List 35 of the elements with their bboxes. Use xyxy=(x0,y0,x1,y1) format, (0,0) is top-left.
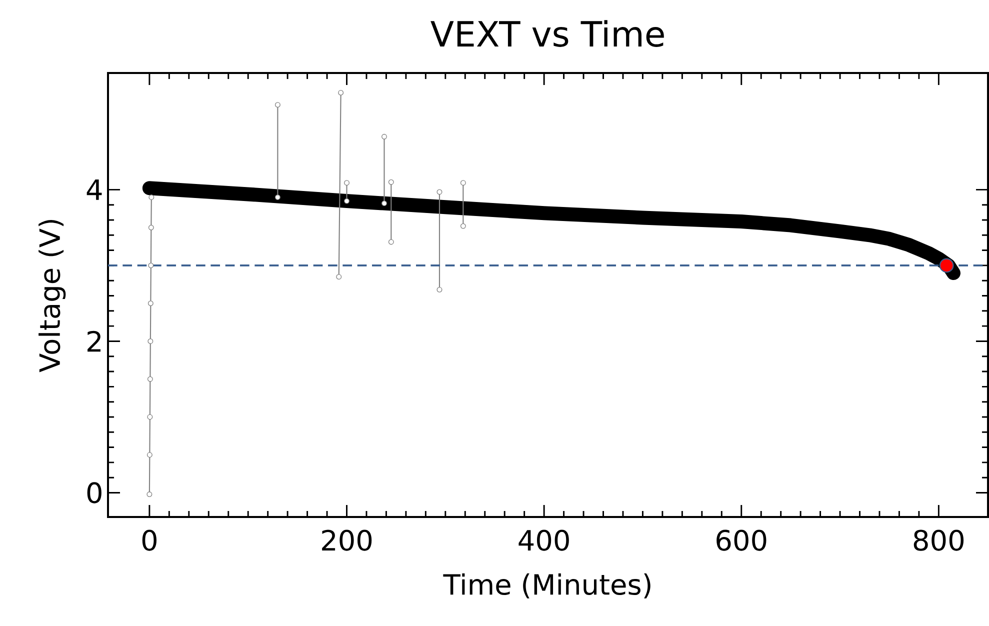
point xyxy=(148,300,154,306)
point xyxy=(344,198,350,204)
point xyxy=(274,194,280,200)
x-tick-label: 400 xyxy=(518,530,569,551)
point xyxy=(436,286,442,292)
x-tick-label: 0 xyxy=(142,530,156,551)
x-tick-label: 800 xyxy=(914,530,964,551)
point xyxy=(146,452,152,458)
point xyxy=(338,90,344,96)
x-tick-label: 600 xyxy=(716,530,766,551)
point xyxy=(146,492,152,498)
point xyxy=(148,262,154,268)
point xyxy=(460,180,466,186)
y-tick-label: 2 xyxy=(88,330,100,352)
point xyxy=(382,200,387,206)
x-axis-title: Time (Minutes) xyxy=(443,573,650,598)
point xyxy=(382,134,387,140)
y-tick-label: 4 xyxy=(86,179,102,200)
point xyxy=(148,224,154,230)
point xyxy=(388,239,394,245)
point xyxy=(147,376,153,382)
point xyxy=(274,102,280,108)
point xyxy=(460,223,466,229)
y-axis-title: Voltage (V) xyxy=(38,220,66,372)
point xyxy=(388,179,394,185)
point xyxy=(148,338,154,344)
chart-title: VEXT vs Time xyxy=(430,20,664,47)
point xyxy=(436,189,442,195)
point xyxy=(344,180,350,186)
point xyxy=(336,274,342,280)
x-tick-label: 200 xyxy=(322,530,372,551)
point xyxy=(939,258,954,273)
point xyxy=(148,194,154,200)
y-tick-label: 0 xyxy=(87,482,102,504)
point xyxy=(147,414,153,420)
